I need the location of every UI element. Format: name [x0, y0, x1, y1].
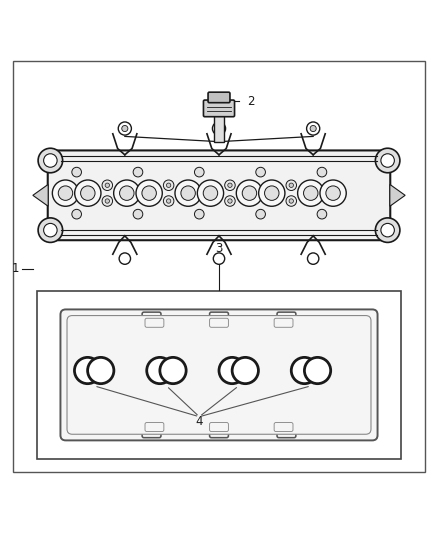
Circle shape: [375, 148, 400, 173]
Bar: [37, 290, 401, 459]
Circle shape: [120, 186, 134, 200]
Circle shape: [291, 358, 318, 384]
Circle shape: [44, 223, 57, 237]
Circle shape: [256, 209, 265, 219]
Circle shape: [72, 209, 81, 219]
Circle shape: [258, 180, 285, 206]
Circle shape: [213, 253, 225, 264]
Circle shape: [265, 186, 279, 200]
Circle shape: [219, 358, 245, 384]
Circle shape: [304, 358, 331, 384]
Circle shape: [317, 209, 327, 219]
FancyBboxPatch shape: [67, 316, 371, 434]
Circle shape: [122, 125, 128, 132]
Polygon shape: [33, 184, 48, 206]
FancyBboxPatch shape: [209, 429, 229, 438]
Circle shape: [81, 186, 95, 200]
Circle shape: [307, 253, 319, 264]
FancyBboxPatch shape: [209, 312, 229, 321]
Circle shape: [175, 180, 201, 206]
Circle shape: [237, 180, 263, 206]
FancyBboxPatch shape: [145, 318, 164, 327]
Circle shape: [166, 183, 171, 188]
Circle shape: [142, 186, 156, 200]
Circle shape: [136, 180, 162, 206]
Circle shape: [232, 358, 258, 384]
Circle shape: [166, 199, 171, 203]
Circle shape: [38, 218, 63, 243]
Circle shape: [381, 154, 394, 167]
Circle shape: [289, 183, 293, 188]
Circle shape: [118, 122, 131, 135]
Circle shape: [242, 186, 257, 200]
FancyBboxPatch shape: [203, 100, 235, 117]
Circle shape: [105, 183, 110, 188]
Circle shape: [58, 186, 73, 200]
Circle shape: [102, 196, 113, 206]
FancyBboxPatch shape: [214, 115, 224, 142]
Circle shape: [102, 180, 113, 190]
Circle shape: [197, 180, 223, 206]
Circle shape: [317, 167, 327, 177]
Circle shape: [38, 148, 63, 173]
Circle shape: [375, 218, 400, 243]
Circle shape: [105, 199, 110, 203]
FancyBboxPatch shape: [142, 429, 161, 438]
Text: 1: 1: [11, 262, 19, 275]
Circle shape: [326, 186, 340, 200]
Text: 2: 2: [247, 95, 255, 108]
Circle shape: [88, 358, 114, 384]
Circle shape: [286, 196, 297, 206]
Circle shape: [72, 167, 81, 177]
Circle shape: [228, 199, 232, 203]
Circle shape: [289, 199, 293, 203]
FancyBboxPatch shape: [277, 429, 296, 438]
Circle shape: [256, 167, 265, 177]
Circle shape: [307, 122, 320, 135]
FancyBboxPatch shape: [209, 423, 229, 432]
FancyBboxPatch shape: [274, 318, 293, 327]
Circle shape: [52, 180, 78, 206]
FancyBboxPatch shape: [48, 150, 390, 240]
Circle shape: [194, 167, 204, 177]
FancyBboxPatch shape: [60, 310, 378, 440]
Circle shape: [74, 358, 101, 384]
Text: 3: 3: [215, 241, 223, 255]
Circle shape: [133, 209, 143, 219]
Circle shape: [304, 186, 318, 200]
FancyBboxPatch shape: [142, 312, 161, 321]
Circle shape: [310, 125, 316, 132]
FancyBboxPatch shape: [145, 423, 164, 432]
Circle shape: [163, 196, 174, 206]
Polygon shape: [390, 184, 405, 206]
Circle shape: [216, 125, 222, 132]
Circle shape: [113, 180, 140, 206]
Circle shape: [225, 180, 235, 190]
Circle shape: [133, 167, 143, 177]
Circle shape: [194, 209, 204, 219]
Circle shape: [298, 180, 324, 206]
Circle shape: [74, 180, 101, 206]
Circle shape: [44, 154, 57, 167]
Circle shape: [320, 180, 346, 206]
Circle shape: [181, 186, 195, 200]
Circle shape: [147, 358, 173, 384]
Circle shape: [381, 223, 394, 237]
Text: 4: 4: [195, 416, 203, 429]
Circle shape: [286, 180, 297, 190]
Circle shape: [160, 358, 186, 384]
FancyBboxPatch shape: [209, 318, 229, 327]
FancyBboxPatch shape: [277, 312, 296, 321]
Circle shape: [228, 183, 232, 188]
Circle shape: [203, 186, 218, 200]
Circle shape: [163, 180, 174, 190]
Circle shape: [212, 122, 226, 135]
Circle shape: [225, 196, 235, 206]
Circle shape: [119, 253, 131, 264]
FancyBboxPatch shape: [208, 92, 230, 103]
FancyBboxPatch shape: [274, 423, 293, 432]
